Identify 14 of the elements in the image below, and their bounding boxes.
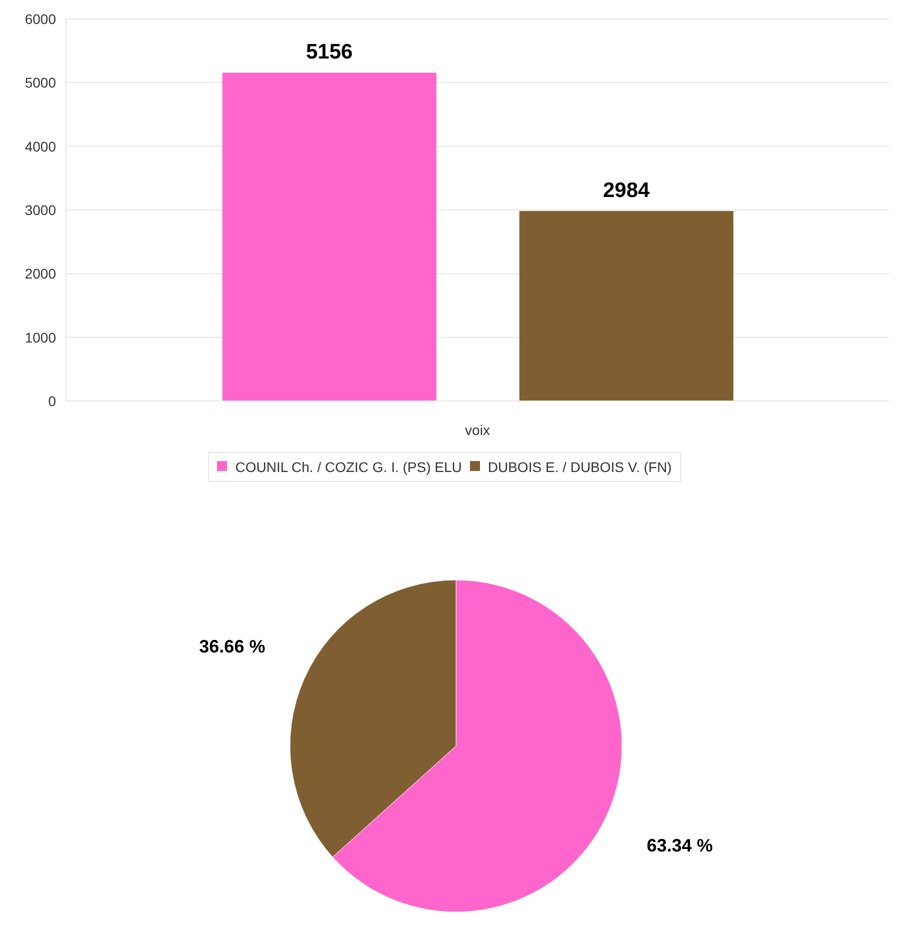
data-label: 2984 [603, 179, 650, 202]
data-label: 36.66 % [199, 636, 266, 656]
data-label: 5156 [306, 40, 353, 64]
y-tick-label: 3000 [24, 202, 56, 218]
legend-label: DUBOIS E. / DUBOIS V. (FN) [486, 459, 672, 475]
y-tick-label: 0 [48, 392, 56, 409]
y-tick-label: 1000 [24, 329, 56, 346]
y-tick-label: 2000 [24, 266, 56, 282]
data-label: 63.34 % [646, 836, 713, 856]
y-tick-label: 6000 [24, 10, 56, 27]
legend-label: COUNIL Ch. / COZIC G. I. (PS) ELU [234, 459, 462, 475]
y-tick-label: 4000 [24, 138, 56, 154]
y-tick-label: 5000 [24, 74, 56, 91]
x-tick-label: voix [465, 422, 490, 438]
